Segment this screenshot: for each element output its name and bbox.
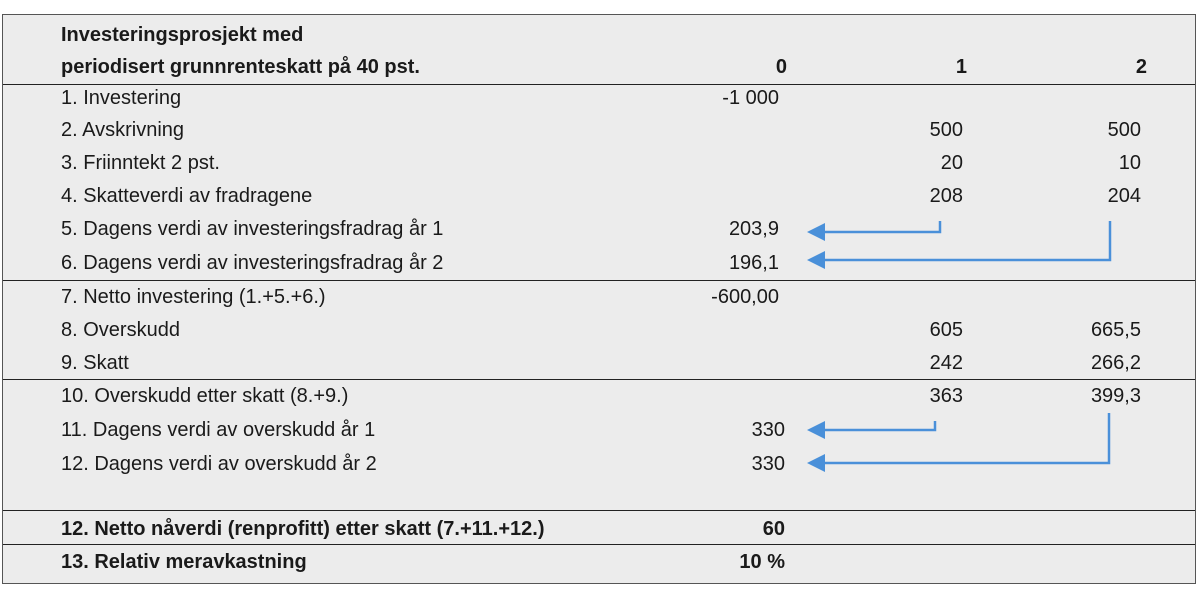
arrow-year2-profit (811, 413, 1111, 465)
row-value-1: 500 (929, 119, 963, 141)
totals-value: 60 (762, 518, 785, 540)
row-label: 1. Investering (61, 87, 182, 109)
row-label: 7. Netto investering (1.+5.+6.) (61, 286, 326, 308)
totals-label: 12. Netto nåverdi (renprofitt) etter ska… (61, 518, 545, 540)
row-value-0: 196,1 (728, 252, 779, 274)
totals-label: 13. Relativ meravkastning (61, 551, 307, 573)
arrowhead-icon (807, 421, 825, 439)
investment-table: Investeringsprosjekt med periodisert gru… (2, 14, 1196, 584)
row-label: 12. Dagens verdi av overskudd år 2 (61, 453, 377, 475)
row-value-0: 203,9 (728, 218, 779, 240)
arrow-year1-deduction (811, 221, 942, 234)
row-value-1: 363 (929, 385, 963, 407)
row-value-2: 10 (1118, 152, 1141, 174)
section-divider (3, 379, 1195, 380)
row-label: 11. Dagens verdi av overskudd år 1 (61, 419, 376, 441)
row-label: 8. Overskudd (61, 319, 180, 341)
arrow-year1-profit (811, 421, 937, 432)
arrowhead-icon (807, 223, 825, 241)
header-divider (3, 84, 1195, 85)
column-header-2: 2 (1135, 56, 1147, 78)
row-label: 3. Friinntekt 2 pst. (61, 152, 220, 174)
row-value-0: 330 (751, 419, 785, 441)
totals-divider (3, 544, 1195, 545)
row-value-1: 605 (929, 319, 963, 341)
row-label: 9. Skatt (61, 352, 129, 374)
row-label: 6. Dagens verdi av investeringsfradrag å… (61, 252, 444, 274)
row-value-2: 665,5 (1090, 319, 1141, 341)
row-value-1: 242 (929, 352, 963, 374)
row-label: 10. Overskudd etter skatt (8.+9.) (61, 385, 349, 407)
arrow-year2-deduction (811, 221, 1112, 262)
row-value-0: -1 000 (722, 87, 779, 109)
row-value-0: 330 (751, 453, 785, 475)
arrowhead-icon (807, 454, 825, 472)
totals-value: 10 % (739, 551, 785, 573)
row-label: 5. Dagens verdi av investeringsfradrag å… (61, 218, 444, 240)
row-value-2: 399,3 (1090, 385, 1141, 407)
row-label: 2. Avskrivning (61, 119, 185, 141)
row-value-1: 20 (940, 152, 963, 174)
row-value-2: 204 (1107, 185, 1141, 207)
table-title-line1: Investeringsprosjekt med (61, 24, 304, 46)
discount-arrows (807, 221, 1112, 472)
row-value-0: -600,00 (711, 286, 779, 308)
column-header-0: 0 (775, 56, 787, 78)
row-value-1: 208 (929, 185, 963, 207)
totals-divider (3, 510, 1195, 511)
column-header-1: 1 (955, 56, 967, 78)
row-value-2: 500 (1107, 119, 1141, 141)
row-label: 4. Skatteverdi av fradragene (61, 185, 313, 207)
arrowhead-icon (807, 251, 825, 269)
table-title-line2: periodisert grunnrenteskatt på 40 pst. (61, 56, 420, 78)
row-value-2: 266,2 (1090, 352, 1141, 374)
section-divider (3, 280, 1195, 281)
